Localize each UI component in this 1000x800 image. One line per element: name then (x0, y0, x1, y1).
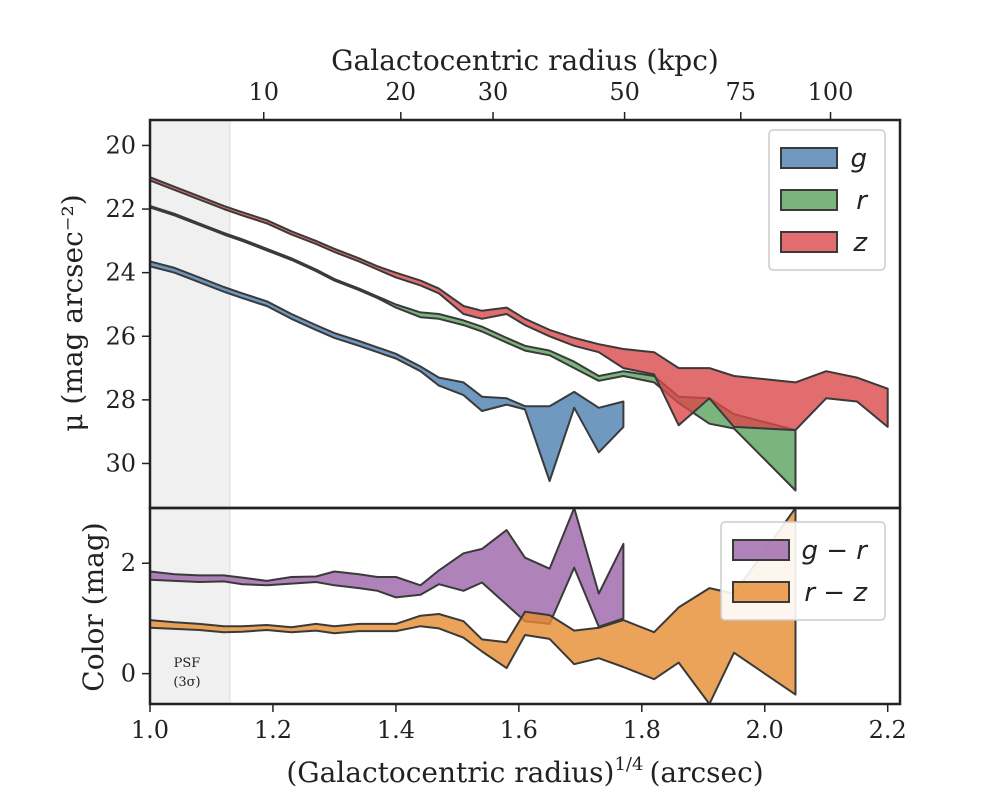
legend-label: r − z (804, 578, 868, 608)
x-tick-label: 1.4 (377, 716, 415, 744)
x-tick-label: 2.0 (746, 716, 784, 744)
x-tick-label: 1.8 (623, 716, 661, 744)
psf-region (149, 119, 231, 705)
y-tick-label-top: 22 (105, 195, 136, 223)
legend-label: z (852, 228, 868, 258)
legend-swatch (780, 189, 838, 211)
legend-swatch (732, 581, 790, 603)
color-marks (150, 508, 797, 704)
band-rz (150, 508, 797, 704)
top-x-tick-label: 20 (386, 78, 417, 106)
psf-label-line2: (3σ) (173, 675, 200, 690)
surface-brightness-marks (150, 176, 889, 492)
x-tick-label: 1.6 (500, 716, 538, 744)
psf-shading-layer (149, 119, 231, 705)
y-tick-label-top: 30 (105, 449, 136, 477)
legend-label: g − r (801, 536, 869, 566)
top-x-tick-label: 50 (609, 78, 640, 106)
x-tick-label: 1.0 (131, 716, 169, 744)
top-x-tick-label: 30 (478, 78, 509, 106)
x-axis-title: (Galactocentric radius)1/4 (arcsec) (286, 754, 763, 789)
band-g (150, 260, 625, 482)
legend-label: r (856, 186, 869, 216)
legend-swatch (732, 539, 790, 561)
bottom-panel-frame (148, 506, 902, 706)
axes-layer: 20 22 24 26 28 30 10 20 30 50 75 100 0 2 1.0 1.2 1.4 1.6 1… (105, 78, 906, 744)
legend-swatch (780, 147, 838, 169)
y-tick-label-top: 24 (105, 259, 136, 287)
band-z (150, 176, 889, 432)
y-tick-label-bottom: 0 (121, 660, 136, 688)
y-tick-label-top: 20 (105, 131, 136, 159)
band-gr (150, 508, 625, 628)
top-y-axis-title: μ (mag arcsec⁻²) (56, 194, 89, 431)
top-x-tick-label: 100 (808, 78, 854, 106)
top-axis-title: Galactocentric radius (kpc) (331, 44, 719, 77)
x-axis-title-sup: 1/4 (614, 754, 643, 775)
x-tick-label: 1.2 (254, 716, 292, 744)
band-r (150, 204, 797, 492)
y-tick-label-top: 28 (105, 386, 136, 414)
legend-label: g (850, 144, 867, 174)
y-tick-label-top: 26 (105, 322, 136, 350)
x-axis-title-unit: (arcsec) (649, 756, 763, 789)
y-tick-label-bottom: 2 (121, 549, 136, 577)
legend-colors: g − r r − z (720, 521, 886, 621)
bottom-y-axis-title: Color (mag) (77, 522, 110, 691)
top-x-tick-label: 75 (726, 78, 757, 106)
top-x-tick-label: 10 (248, 78, 279, 106)
x-axis-title-base: (Galactocentric radius) (286, 756, 614, 789)
legend-swatch (780, 231, 838, 253)
legend-bands: grz (768, 129, 886, 271)
x-tick-label: 2.2 (869, 716, 907, 744)
psf-label-line1: PSF (174, 656, 201, 671)
